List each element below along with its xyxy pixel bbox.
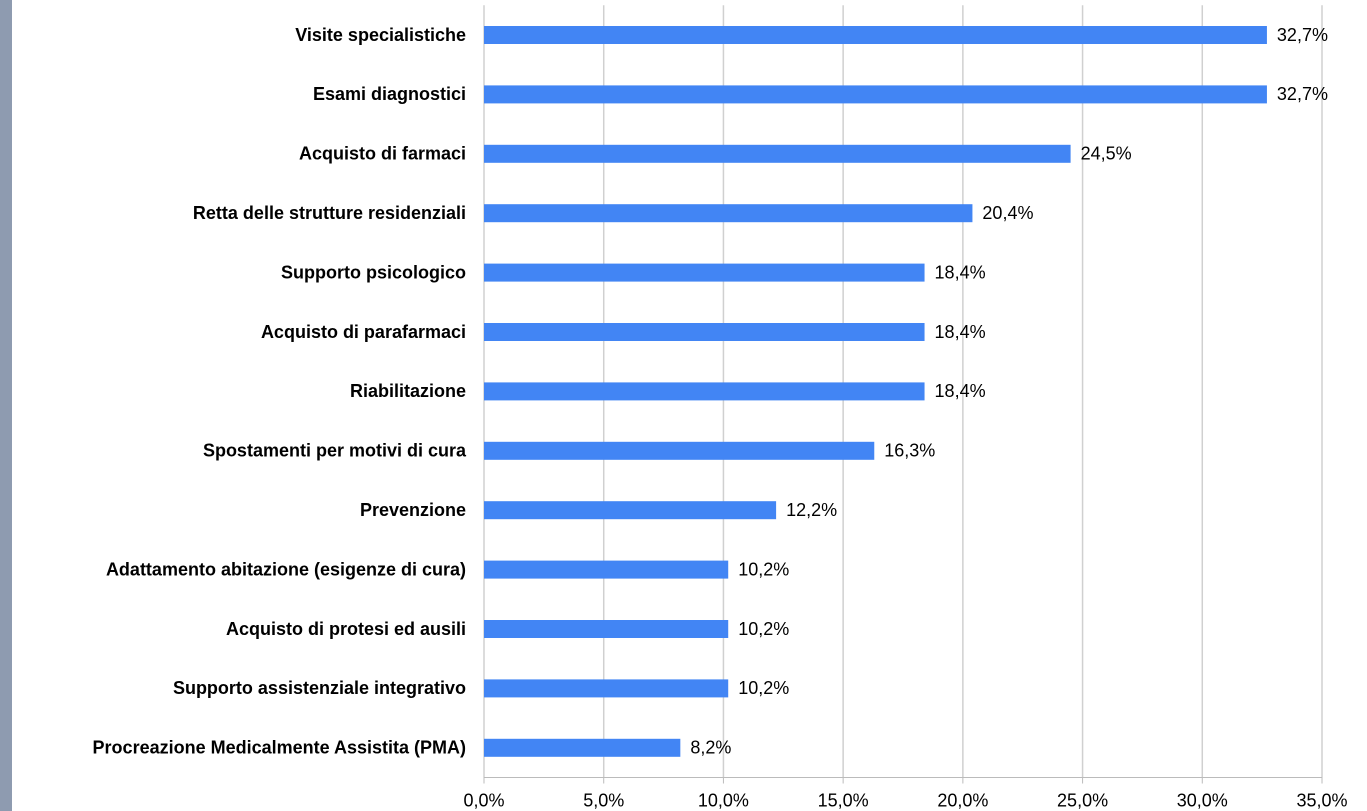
bar xyxy=(484,144,1071,163)
x-tick-label: 15,0% xyxy=(818,790,869,810)
category-label: Prevenzione xyxy=(360,500,466,520)
x-tick-label: 0,0% xyxy=(463,790,504,810)
category-label: Riabilitazione xyxy=(350,381,466,401)
value-label: 8,2% xyxy=(690,738,731,758)
category-label: Esami diagnostici xyxy=(313,84,466,104)
x-tick-label: 10,0% xyxy=(698,790,749,810)
bar xyxy=(484,620,729,638)
value-label: 18,4% xyxy=(935,322,986,342)
x-tick-label: 30,0% xyxy=(1177,790,1228,810)
category-label: Spostamenti per motivi di cura xyxy=(203,441,467,461)
value-label: 20,4% xyxy=(982,203,1033,223)
category-label: Adattamento abitazione (esigenze di cura… xyxy=(106,559,466,579)
bar xyxy=(484,204,973,223)
bar xyxy=(484,323,925,341)
window-border xyxy=(0,0,12,811)
category-label: Acquisto di parafarmaci xyxy=(261,322,466,342)
value-label: 18,4% xyxy=(935,262,986,282)
category-label: Acquisto di farmaci xyxy=(299,144,466,164)
bar xyxy=(484,441,875,460)
value-label: 10,2% xyxy=(738,678,789,698)
bar xyxy=(484,26,1267,44)
bar xyxy=(484,738,681,757)
bar xyxy=(484,263,925,282)
bar xyxy=(484,85,1267,104)
category-label: Acquisto di protesi ed ausili xyxy=(226,619,466,639)
value-label: 10,2% xyxy=(738,559,789,579)
category-label: Retta delle strutture residenziali xyxy=(193,203,466,223)
value-label: 24,5% xyxy=(1081,144,1132,164)
category-label: Supporto psicologico xyxy=(281,262,466,282)
x-tick-label: 20,0% xyxy=(937,790,988,810)
value-label: 32,7% xyxy=(1277,84,1328,104)
category-label: Supporto assistenziale integrativo xyxy=(173,678,466,698)
category-label: Procreazione Medicalmente Assistita (PMA… xyxy=(93,738,466,758)
bar xyxy=(484,382,925,401)
value-label: 12,2% xyxy=(786,500,837,520)
value-label: 16,3% xyxy=(884,441,935,461)
value-label: 10,2% xyxy=(738,619,789,639)
category-label: Visite specialistiche xyxy=(295,25,466,45)
x-tick-label: 35,0% xyxy=(1296,790,1347,810)
value-label: 32,7% xyxy=(1277,25,1328,45)
x-tick-label: 25,0% xyxy=(1057,790,1108,810)
bar xyxy=(484,679,729,698)
bar xyxy=(484,501,777,520)
x-tick-label: 5,0% xyxy=(583,790,624,810)
bar xyxy=(484,560,729,579)
value-label: 18,4% xyxy=(935,381,986,401)
